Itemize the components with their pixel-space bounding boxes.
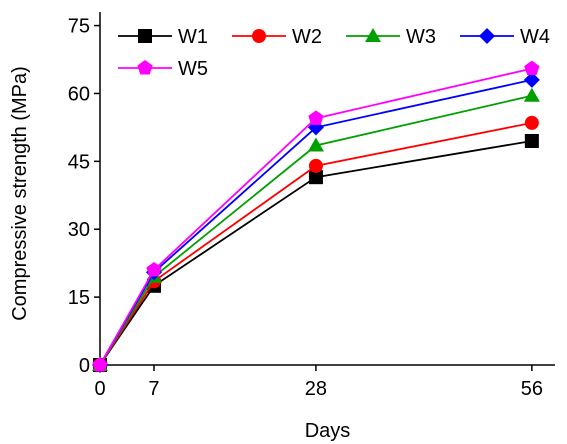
legend-marker-w4 <box>479 28 495 44</box>
legend-marker-w1 <box>138 29 152 43</box>
series-line-w2 <box>99 121 533 366</box>
y-tick-label: 45 <box>68 151 90 173</box>
data-point-w2 <box>524 115 539 130</box>
data-point-w4 <box>523 71 540 88</box>
legend-label-w1: W1 <box>178 26 208 48</box>
data-point-w1 <box>308 170 323 185</box>
y-tick-label: 60 <box>68 83 90 105</box>
legend-marker-w5 <box>137 60 153 75</box>
data-point-w2 <box>308 158 323 173</box>
y-tick-label: 0 <box>79 355 90 377</box>
legend-label-w3: W3 <box>406 26 436 48</box>
series-line-w5 <box>99 67 533 366</box>
data-point-w3 <box>523 87 540 102</box>
y-axis-title: Compressive strength (MPa) <box>9 66 31 321</box>
data-point-w5 <box>308 110 324 125</box>
legend-label-w4: W4 <box>520 26 550 48</box>
x-tick-label: 28 <box>305 378 327 400</box>
data-point-w5 <box>146 261 162 277</box>
data-point-w3 <box>307 137 324 152</box>
data-point-w5 <box>524 60 540 76</box>
series-line-w1 <box>99 140 533 366</box>
data-point-w1 <box>524 133 539 148</box>
data-point-w5 <box>92 357 108 372</box>
y-tick-label: 30 <box>68 219 90 241</box>
legend-label-w2: W2 <box>292 26 322 48</box>
y-tick-label: 15 <box>68 287 90 309</box>
y-tick-label: 75 <box>68 16 90 38</box>
series-line-w3 <box>99 94 533 366</box>
x-tick-label: 56 <box>521 378 543 400</box>
legend-marker-w3 <box>365 28 381 42</box>
legend-label-w5: W5 <box>178 58 208 80</box>
x-tick-label: 0 <box>94 378 105 400</box>
x-tick-label: 7 <box>148 378 159 400</box>
legend-marker-w2 <box>252 29 266 43</box>
x-axis-title: Days <box>305 420 351 442</box>
